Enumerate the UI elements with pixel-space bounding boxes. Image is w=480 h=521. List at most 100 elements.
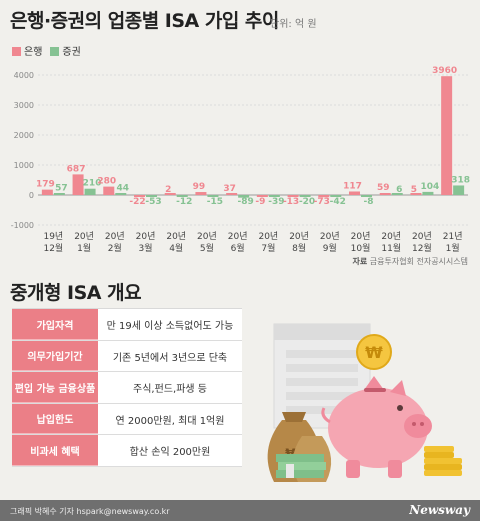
data-label: 104 <box>421 182 440 192</box>
data-label: 210 <box>83 179 102 189</box>
data-label: -89 <box>238 197 254 207</box>
bar-securities <box>330 195 342 197</box>
footer-credit: 그래픽 박혜수 기자 hspark@newsway.co.kr <box>10 507 170 516</box>
bar-bank <box>103 186 115 195</box>
page-title: 은행·증권의 업종별 ISA 가입 추이 <box>10 10 279 32</box>
row-value: 기존 5년에서 3년으로 단축 <box>98 341 242 371</box>
data-label: 318 <box>451 175 470 185</box>
bar-bank <box>318 195 330 198</box>
row-label: 비과세 혜택 <box>12 435 98 466</box>
y-tick-label: 3000 <box>14 101 34 110</box>
x-tick-label: 20년 <box>136 231 156 242</box>
bar-bank <box>256 195 268 197</box>
bar-bank <box>164 193 176 195</box>
piggy-bank-illustration: ₩ ₩ <box>267 323 462 482</box>
y-tick-label: 4000 <box>14 71 34 80</box>
row-label: 납입한도 <box>12 404 98 434</box>
bar-bank <box>226 193 238 195</box>
data-label: -8 <box>364 197 374 207</box>
data-label: 687 <box>67 164 86 174</box>
table-row: 비과세 혜택 합산 손익 200만원 <box>12 435 242 467</box>
row-label: 편입 가능 금융상품 <box>12 372 98 403</box>
data-label: -20 <box>299 197 315 207</box>
x-tick-label: 2월 <box>108 242 122 254</box>
x-tick-label: 20년 <box>381 231 401 242</box>
x-tick-label: 7월 <box>261 242 275 254</box>
row-label: 가입자격 <box>12 309 98 340</box>
bar-bank <box>41 189 53 195</box>
brand-logo: Newsway <box>409 503 470 517</box>
data-label: 99 <box>193 182 206 192</box>
data-label: 37 <box>223 184 236 194</box>
data-label: -13 <box>283 197 299 207</box>
data-label: 179 <box>36 180 55 190</box>
coin-icon: ₩ <box>356 334 392 370</box>
data-label: 5 <box>411 185 417 195</box>
data-label: -22 <box>129 197 145 207</box>
x-tick-label: 20년 <box>320 231 340 242</box>
x-tick-label: 6월 <box>231 242 245 254</box>
table-row: 납입한도 연 2000만원, 최대 1억원 <box>12 404 242 435</box>
data-label: -15 <box>207 197 223 207</box>
y-tick-label: 2000 <box>14 131 34 140</box>
x-tick-label: 20년 <box>105 231 125 242</box>
bar-securities <box>361 195 372 197</box>
bar-bank <box>72 174 84 195</box>
y-tick-label: 1000 <box>14 161 34 170</box>
section-title: 중개형 ISA 개요 <box>10 282 142 304</box>
data-label: -12 <box>176 197 192 207</box>
source-note: 자료 금융투자협회 전자공시시스템 <box>352 256 468 267</box>
data-label: -42 <box>330 197 346 207</box>
x-tick-label: 20년 <box>197 231 217 242</box>
bar-bank <box>410 193 422 195</box>
row-value: 합산 손익 200만원 <box>98 435 242 466</box>
bar-bank <box>379 193 391 195</box>
bar-securities <box>176 195 188 197</box>
x-tick-label: 21년 <box>443 231 463 242</box>
table-row: 의무가입기간 기존 5년에서 3년으로 단축 <box>12 341 242 372</box>
x-tick-label: 20년 <box>351 231 371 242</box>
x-tick-label: 5월 <box>200 242 214 254</box>
data-label: -9 <box>255 197 265 207</box>
x-tick-label: 10월 <box>351 242 371 254</box>
bar-bank <box>195 192 207 195</box>
bar-securities <box>391 193 403 195</box>
bar-bank <box>441 76 453 195</box>
bar-bank <box>349 191 360 195</box>
x-tick-label: 8월 <box>292 242 306 254</box>
data-label: 280 <box>97 177 116 187</box>
legend-label-bank: 은행 <box>24 47 43 58</box>
x-tick-label: 20년 <box>412 231 432 242</box>
x-tick-label: 20년 <box>228 231 248 242</box>
bar-securities <box>422 191 434 195</box>
row-label: 의무가입기간 <box>12 341 98 371</box>
data-label: 6 <box>396 185 402 195</box>
table-row: 편입 가능 금융상품 주식,펀드,파생 등 <box>12 372 242 404</box>
data-label: 3960 <box>432 66 457 76</box>
data-label: 117 <box>343 181 362 191</box>
legend-item-bank: 은행 <box>12 43 42 58</box>
bar-securities <box>268 195 280 197</box>
bar-bank <box>287 195 299 197</box>
x-tick-label: 11월 <box>381 242 401 254</box>
data-label: 57 <box>55 183 68 193</box>
bar-securities <box>146 195 157 197</box>
bar-securities <box>299 195 311 197</box>
bar-securities <box>84 188 96 195</box>
source-text: 금융투자협회 전자공시시스템 <box>369 257 468 266</box>
row-value: 주식,펀드,파생 등 <box>98 372 242 403</box>
data-label: 2 <box>165 185 171 195</box>
cash-stack-icon <box>276 454 326 478</box>
bar-securities <box>207 195 219 197</box>
legend-item-securities: 증권 <box>50 43 81 58</box>
row-value: 연 2000만원, 최대 1억원 <box>98 404 242 434</box>
legend-swatch-securities <box>50 47 60 56</box>
x-tick-label: 1월 <box>446 242 460 254</box>
footer-bar: 그래픽 박혜수 기자 hspark@newsway.co.kr Newsway <box>0 500 480 521</box>
legend-swatch-bank <box>12 47 21 56</box>
chart-legend: 은행 증권 <box>12 43 81 58</box>
source-label: 자료 <box>352 257 368 266</box>
y-tick-label: 0 <box>29 191 34 200</box>
bar-securities <box>115 193 127 195</box>
